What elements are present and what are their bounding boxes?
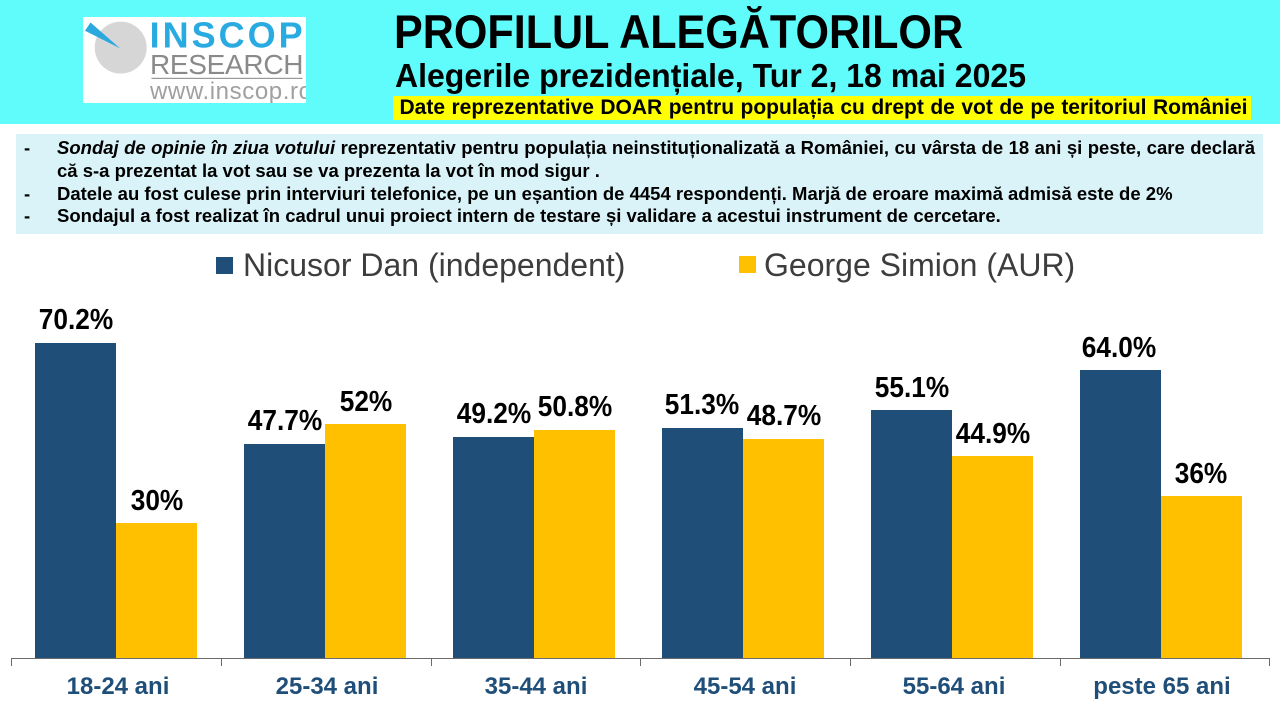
svg-text:RESEARCH: RESEARCH — [150, 49, 303, 80]
svg-text:www.inscop.ro: www.inscop.ro — [149, 78, 306, 103]
svg-text:INSCOP: INSCOP — [150, 17, 306, 56]
